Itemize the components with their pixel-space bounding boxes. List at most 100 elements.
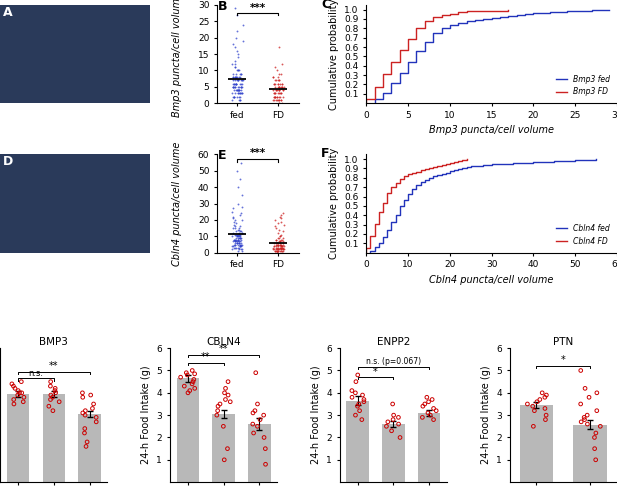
Point (230, 223, 240, 230)
Point (176, 374, 186, 381)
Point (274, 234, 284, 242)
Point (80, 411, 90, 419)
Point (274, 70, 284, 77)
Point (274, 86, 284, 94)
Point (234, 86, 244, 94)
Point (233, 93, 242, 100)
Point (80, 425, 89, 432)
Point (576, 367, 586, 375)
Bar (418, 413, 441, 482)
Point (236, 234, 246, 242)
Point (80, 407, 90, 414)
Point (276, 218, 286, 225)
Point (278, 236, 288, 244)
Point (236, 209, 246, 217)
Point (429, 405, 439, 412)
Point (269, 80, 279, 88)
Point (269, 245, 279, 253)
Point (228, 96, 238, 104)
Point (272, 241, 282, 248)
Text: *: * (561, 356, 566, 365)
Point (235, 241, 245, 248)
Point (231, 80, 241, 88)
Point (236, 239, 246, 247)
Point (353, 371, 363, 379)
Text: **: ** (219, 344, 228, 354)
Point (231, 86, 241, 94)
Point (270, 93, 280, 100)
Text: **: ** (201, 352, 210, 362)
Point (236, 175, 246, 183)
Point (275, 93, 285, 100)
Point (236, 83, 246, 91)
Point (595, 422, 605, 430)
Point (274, 76, 284, 84)
Y-axis label: Bmp3 puncta/cell volume: Bmp3 puncta/cell volume (173, 0, 183, 116)
Point (276, 242, 286, 250)
Point (229, 218, 239, 225)
Point (580, 384, 590, 392)
Point (269, 80, 279, 88)
Point (236, 70, 246, 77)
Point (270, 239, 280, 247)
Point (275, 245, 284, 253)
Point (418, 413, 428, 421)
Point (276, 83, 286, 91)
Point (275, 237, 284, 245)
Point (230, 73, 240, 81)
Title: ENPP2: ENPP2 (377, 337, 410, 347)
Point (422, 393, 432, 401)
Point (268, 73, 278, 81)
Point (225, 398, 235, 406)
Point (7, 380, 17, 388)
Point (232, 239, 242, 247)
Point (359, 398, 369, 406)
Point (232, 232, 242, 240)
Point (228, 83, 238, 91)
Point (233, 67, 242, 75)
Point (235, 96, 245, 104)
Point (231, 80, 241, 88)
Point (234, 231, 244, 239)
X-axis label: Bmp3 puncta/cell volume: Bmp3 puncta/cell volume (429, 126, 554, 135)
Point (271, 224, 281, 232)
Point (13, 387, 23, 394)
Point (272, 86, 282, 94)
Point (231, 237, 241, 245)
Point (234, 239, 244, 247)
Point (532, 398, 542, 406)
Point (237, 229, 247, 237)
Point (270, 80, 280, 88)
Point (276, 70, 286, 77)
Point (228, 80, 238, 88)
Point (234, 96, 244, 104)
Point (229, 80, 239, 88)
Bar (347, 401, 369, 482)
Point (238, 20, 247, 28)
Point (277, 244, 287, 252)
Point (231, 237, 241, 245)
Point (236, 159, 246, 167)
Point (229, 93, 239, 100)
Point (235, 70, 245, 77)
Point (279, 221, 289, 229)
Point (236, 245, 246, 253)
Point (272, 249, 282, 257)
Point (238, 90, 247, 97)
Point (231, 231, 241, 239)
Y-axis label: 24-h Food Intake (g): 24-h Food Intake (g) (481, 366, 491, 465)
Point (236, 76, 246, 84)
Point (234, 223, 244, 230)
Point (589, 433, 599, 441)
Point (271, 242, 281, 250)
Point (352, 402, 362, 410)
Point (268, 245, 278, 253)
Point (238, 76, 247, 84)
Point (273, 96, 283, 104)
Point (228, 205, 238, 212)
Point (272, 67, 282, 75)
Point (274, 86, 284, 94)
Point (236, 242, 246, 250)
Point (236, 242, 246, 250)
Point (78, 409, 88, 417)
